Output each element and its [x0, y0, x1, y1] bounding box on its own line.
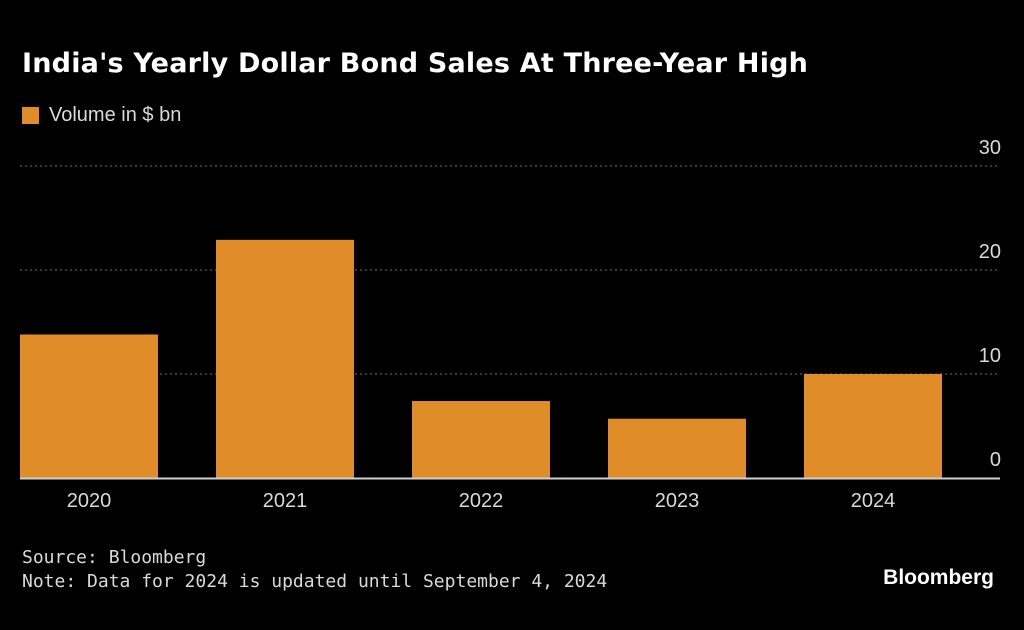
y-tick-label: 10 [979, 345, 1001, 367]
legend: Volume in $ bn [22, 104, 181, 127]
x-tick-label: 2021 [263, 490, 308, 512]
legend-label: Volume in $ bn [49, 104, 182, 126]
y-tick-label: 30 [979, 137, 1001, 159]
bar-2023 [608, 418, 746, 478]
source-text: Source: Bloomberg [22, 547, 207, 568]
note-text: Note: Data for 2024 is updated until Sep… [22, 571, 608, 592]
footer: Source: Bloomberg Note: Data for 2024 is… [22, 546, 607, 594]
bar-2020 [20, 334, 158, 478]
legend-swatch [22, 107, 39, 124]
x-tick-label: 2023 [655, 490, 700, 512]
bar-2021 [216, 239, 354, 478]
x-tick-label: 2022 [459, 490, 504, 512]
x-tick-label: 2020 [67, 490, 112, 512]
bloomberg-logo: Bloomberg [883, 566, 994, 589]
y-tick-label: 20 [979, 241, 1001, 263]
chart-title: India's Yearly Dollar Bond Sales At Thre… [22, 48, 809, 79]
y-tick-label: 0 [990, 449, 1001, 471]
x-tick-label: 2024 [851, 490, 896, 512]
bar-2022 [412, 401, 550, 478]
bar-2024 [804, 374, 942, 478]
